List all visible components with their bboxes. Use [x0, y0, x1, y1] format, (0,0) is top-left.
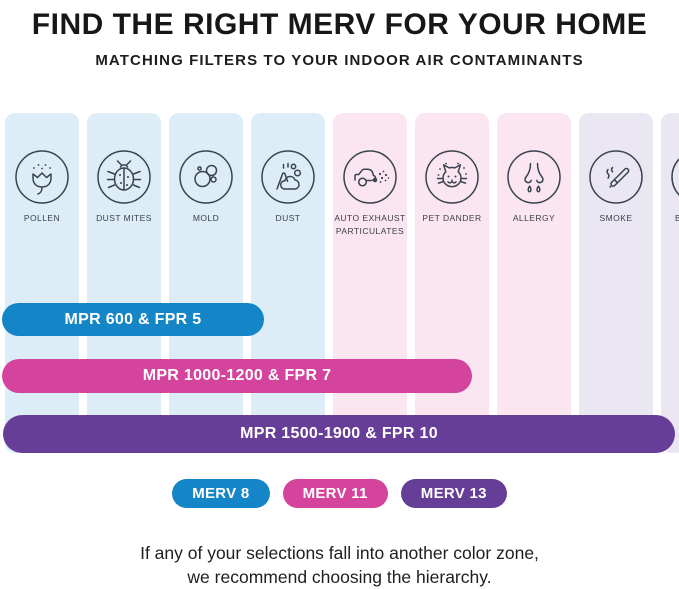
column-allergy: ALLERGY [497, 113, 571, 453]
column-pollen: POLLEN [5, 113, 79, 453]
dust-mite-icon [97, 150, 151, 204]
column-label: MOLD [192, 213, 220, 223]
legend-pill-label: MERV 8 [192, 485, 250, 502]
column-label: ALLERGY [512, 213, 556, 223]
auto-exhaust-icon [343, 150, 397, 204]
legend-pill-label: MERV 13 [420, 485, 487, 502]
legend-pill-label: MERV 11 [302, 485, 368, 502]
bar-merv-11-label: MPR 1000-1200 & FPR 7 [142, 367, 332, 384]
page-subtitle: MATCHING FILTERS TO YOUR INDOOR AIR CONT… [95, 52, 584, 69]
column-label: DUST MITES [96, 213, 152, 223]
column-dust-mites: DUST MITES [87, 113, 161, 453]
column-label: PET DANDER [422, 213, 482, 223]
footer-line-2: we recommend choosing the hierarchy. [187, 567, 492, 587]
column-auto-exhaust: AUTO EXHAUST PARTICULATES [333, 113, 407, 453]
pollen-icon [15, 150, 69, 204]
pet-dander-icon [425, 150, 479, 204]
column-label: POLLEN [23, 213, 61, 223]
column-dust: DUST [251, 113, 325, 453]
legend-pill-merv-13: MERV 13 [400, 479, 507, 508]
smoke-icon [589, 150, 643, 204]
column-mold: MOLD [169, 113, 243, 453]
column-label: DUST [275, 213, 301, 223]
column-label: SMOKE [599, 213, 633, 223]
legend-pill-merv-8: MERV 8 [172, 479, 270, 508]
bar-merv-8: MPR 600 & FPR 5 [2, 303, 264, 336]
mold-icon [179, 150, 233, 204]
column-smoke: SMOKE [579, 113, 653, 453]
bar-merv-13-label: MPR 1500-1900 & FPR 10 [240, 425, 438, 442]
bacteria-icon [671, 158, 679, 196]
column-pet-dander: PET DANDER [415, 113, 489, 453]
contaminant-columns: POLLEN DUST MITES [5, 113, 679, 453]
dust-icon [261, 150, 315, 204]
bar-merv-11: MPR 1000-1200 & FPR 7 [2, 359, 472, 393]
allergy-icon [507, 150, 561, 204]
column-bacteria: BACTERIA [661, 113, 679, 453]
legend-pill-merv-11: MERV 11 [282, 479, 388, 508]
page-title: FIND THE RIGHT MERV FOR YOUR HOME [31, 8, 648, 41]
bar-merv-13: MPR 1500-1900 & FPR 10 [3, 415, 675, 453]
column-label: AUTO EXHAUST PARTICULATES [334, 213, 406, 237]
footer-line-1: If any of your selections fall into anot… [140, 543, 539, 563]
column-label: BACTERIA [674, 213, 679, 223]
footer-note: If any of your selections fall into anot… [0, 541, 679, 589]
merv-legend: MERV 8 MERV 11 MERV 13 [0, 479, 679, 508]
bar-merv-8-label: MPR 600 & FPR 5 [64, 310, 202, 328]
